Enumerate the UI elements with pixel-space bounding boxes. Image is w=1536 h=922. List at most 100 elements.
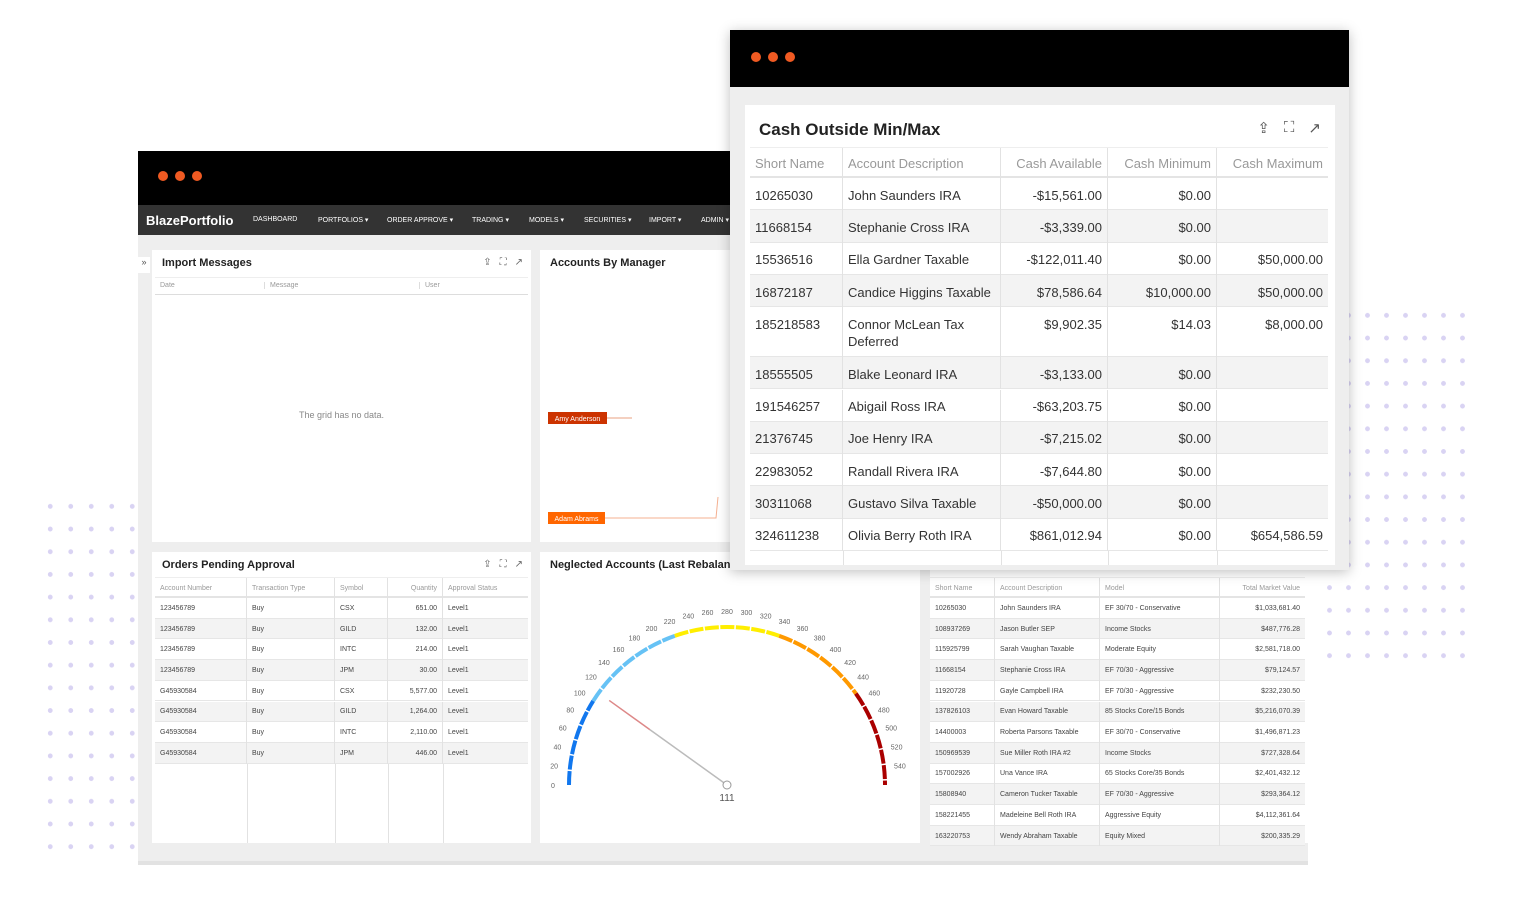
table-row[interactable]: 30311068 Gustavo Silva Taxable -$50,000.00… (750, 486, 1328, 519)
table-row[interactable]: 150969539 Sue Miller Roth IRA #2 Income St… (930, 742, 1305, 764)
popout-icon[interactable]: ↗ (514, 559, 523, 570)
nav-dashboard[interactable]: DASHBOARD (253, 216, 298, 223)
table-row[interactable]: 185218583 Connor McLean Tax Deferred $9,90… (750, 307, 1328, 358)
sidebar-toggle[interactable]: » (138, 257, 150, 273)
table-cell: Buy (247, 598, 335, 619)
table-row[interactable]: 16872187 Candice Higgins Taxable $78,586.6… (750, 274, 1328, 308)
export-icon[interactable]: ⇪ (483, 559, 492, 570)
table-row[interactable]: G45930584 Buy JPM 446.00 Level1 (155, 742, 528, 764)
popout-icon[interactable]: ↗ (1308, 120, 1321, 137)
table-cell: Buy (247, 660, 335, 681)
column-header[interactable]: Cash Minimum (1108, 148, 1217, 179)
gauge-tick-label: 240 (682, 613, 694, 620)
table-cell: 10265030 (930, 598, 995, 619)
expand-icon[interactable]: ⛶ (499, 559, 507, 570)
table-cell: 123456789 (155, 598, 247, 619)
column-header[interactable]: Transaction Type (247, 578, 335, 599)
nav-portfolios[interactable]: PORTFOLIOS ▾ (318, 217, 369, 224)
table-row[interactable]: 10265030 John Saunders IRA EF 30/70 - Cons… (930, 598, 1305, 619)
brand-logo[interactable]: BlazePortfolio (146, 213, 234, 228)
table-cell: 18555505 (750, 357, 843, 390)
export-icon[interactable]: ⇪ (483, 257, 492, 268)
table-row[interactable]: G45930584 Buy CSX 5,577.00 Level1 (155, 680, 528, 702)
column-header[interactable]: Cash Available (1001, 148, 1108, 179)
table-cell: 108937269 (930, 618, 995, 640)
table-row[interactable]: 158221455 Madeleine Bell Roth IRA Aggressi… (930, 805, 1305, 826)
table-cell: $8,000.00 (1265, 316, 1323, 332)
table-row[interactable]: 10265030 John Saunders IRA -$15,561.00 $0.0… (750, 178, 1328, 211)
column-header[interactable]: Short Name (930, 578, 995, 599)
window-dot-maximize[interactable] (785, 52, 795, 62)
column-header[interactable]: Total Market Value (1242, 585, 1300, 592)
nav-trading[interactable]: TRADING ▾ (472, 217, 509, 224)
gauge-band (854, 692, 887, 786)
window-dot-close[interactable] (751, 52, 761, 62)
table-cell: Stephanie Cross IRA (843, 210, 1001, 243)
popout-icon[interactable]: ↗ (514, 257, 523, 268)
window-dot-minimize[interactable] (768, 52, 778, 62)
nav-securities[interactable]: SECURITIES ▾ (584, 217, 632, 224)
window-dot-close[interactable] (158, 171, 168, 181)
gauge-band (674, 625, 780, 638)
table-row[interactable]: 15536516 Ella Gardner Taxable -$122,011.40… (750, 242, 1328, 275)
nav-admin[interactable]: ADMIN ▾ (701, 217, 730, 224)
table-row[interactable]: 157002926 Una Vance IRA 65 Stocks Core/35 … (930, 763, 1305, 785)
column-header[interactable]: Quantity (388, 578, 443, 599)
gauge-tick-label: 0 (551, 783, 555, 790)
column-header[interactable]: Approval Status (448, 585, 498, 592)
table-cell: Joe Henry IRA (843, 421, 1001, 455)
gauge-tick-label: 140 (598, 660, 610, 667)
column-header[interactable]: User (425, 282, 440, 289)
table-row[interactable]: 108937269 Jason Butler SEP Income Stocks $4… (930, 618, 1305, 640)
table-row[interactable]: 21376745 Joe Henry IRA -$7,215.02 $0.00 (750, 421, 1328, 455)
column-header[interactable]: Short Name (750, 148, 843, 179)
gauge-needle (649, 728, 728, 786)
table-header: Short Name Account Description Model Total … (930, 577, 1305, 599)
table-cell: CSX (335, 680, 388, 702)
table-row[interactable]: 18555505 Blake Leonard IRA -$3,133.00 $0.00 (750, 357, 1328, 390)
column-header[interactable]: Account Number (155, 578, 247, 599)
table-row[interactable]: 15808940 Cameron Tucker Taxable EF 70/30 -… (930, 784, 1305, 805)
table-row[interactable]: 14400003 Roberta Parsons Taxable EF 30/70 … (930, 722, 1305, 743)
gauge-pivot (722, 780, 732, 790)
table-row[interactable]: 324611238 Olivia Berry Roth IRA $861,012.9… (750, 518, 1328, 551)
table-row[interactable]: 123456789 Buy JPM 30.00 Level1 (155, 660, 528, 681)
column-divider (1217, 551, 1218, 565)
table-row[interactable]: 123456789 Buy CSX 651.00 Level1 (155, 598, 528, 619)
table-row[interactable]: 123456789 Buy INTC 214.00 Level1 (155, 639, 528, 661)
nav-order-approve[interactable]: ORDER APPROVE ▾ (387, 217, 454, 224)
expand-icon[interactable]: ⛶ (1283, 119, 1295, 136)
column-header[interactable]: Symbol (335, 578, 388, 599)
table-row[interactable]: G45930584 Buy GILD 1,264.00 Level1 (155, 701, 528, 723)
table-row[interactable]: 115925799 Sarah Vaughan Taxable Moderate E… (930, 639, 1305, 661)
export-icon[interactable]: ⇪ (1257, 120, 1270, 137)
nav-models[interactable]: MODELS ▾ (529, 217, 565, 224)
table-cell: 11668154 (750, 210, 843, 243)
table-cell: Buy (247, 639, 335, 661)
table-row[interactable]: 11668154 Stephanie Cross IRA -$3,339.00 $0.… (750, 210, 1328, 243)
expand-icon[interactable]: ⛶ (499, 257, 507, 268)
table-row[interactable]: 163220753 Wendy Abraham Taxable Equity Mix… (930, 825, 1305, 847)
table-row[interactable]: 11668154 Stephanie Cross IRA EF 70/30 - Ag… (930, 660, 1305, 681)
table-row[interactable]: 137826103 Evan Howard Taxable 85 Stocks Co… (930, 701, 1305, 723)
column-header[interactable]: Account Description (995, 578, 1100, 599)
table-row[interactable]: 11920728 Gayle Campbell IRA EF 70/30 - Agg… (930, 680, 1305, 702)
column-header[interactable]: Date (155, 282, 265, 289)
gauge-tick-label: 80 (566, 708, 574, 715)
table-row[interactable]: 191546257 Abigail Ross IRA -$63,203.75 $0.0… (750, 389, 1328, 422)
column-header[interactable]: Cash Maximum (1232, 156, 1323, 171)
window-dot-minimize[interactable] (175, 171, 185, 181)
column-header[interactable]: Account Description (843, 148, 1001, 179)
table-row[interactable]: 22983052 Randall Rivera IRA -$7,644.80 $0.0… (750, 454, 1328, 487)
window-dot-maximize[interactable] (192, 171, 202, 181)
table-cell: Moderate Equity (1100, 639, 1220, 661)
table-cell: 16872187 (750, 274, 843, 308)
nav-import[interactable]: IMPORT ▾ (649, 217, 682, 224)
column-header[interactable]: Model (1100, 578, 1220, 599)
table-row[interactable]: 123456789 Buy GILD 132.00 Level1 (155, 618, 528, 640)
table-cell: John Saunders IRA (995, 598, 1100, 619)
table-cell: $0.00 (1108, 210, 1217, 243)
column-header[interactable]: Message (265, 282, 420, 289)
table-cell: 22983052 (750, 454, 843, 487)
table-row[interactable]: G45930584 Buy INTC 2,110.00 Level1 (155, 722, 528, 743)
